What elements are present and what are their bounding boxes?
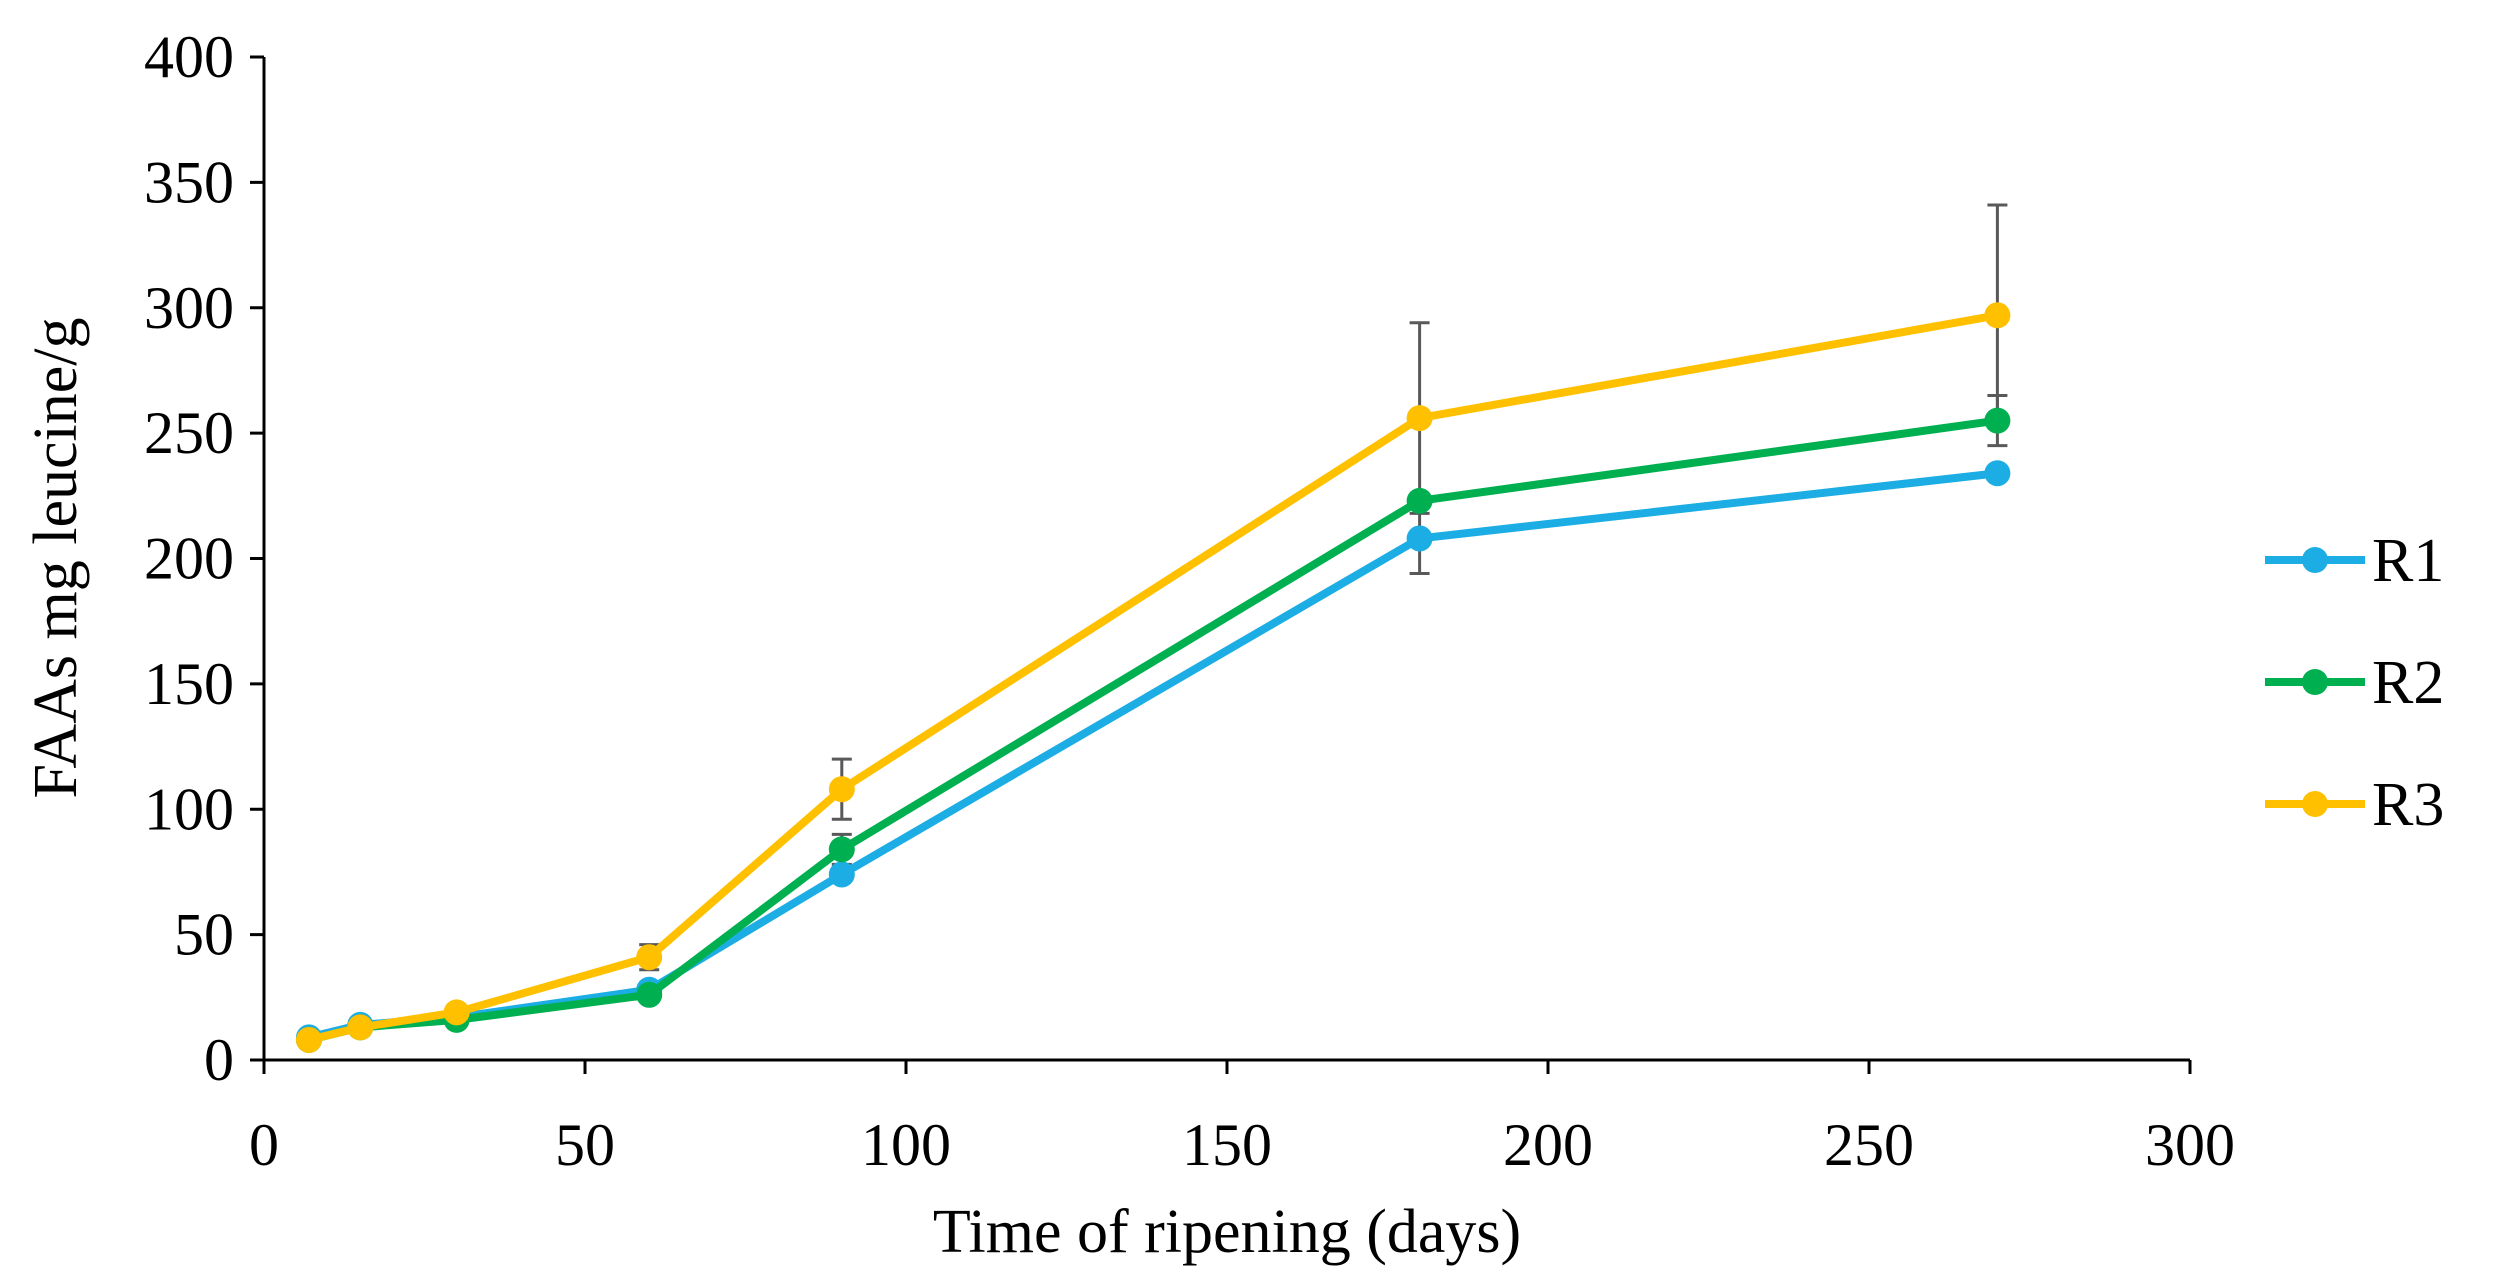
series-layer (295, 203, 2011, 1053)
y-tick-label: 250 (144, 400, 234, 466)
data-point (828, 836, 855, 863)
data-point (1406, 487, 1433, 514)
legend-label: R1 (2372, 527, 2444, 595)
series-r3 (295, 302, 2011, 1053)
data-point (1984, 407, 2011, 434)
series-line (307, 469, 1998, 1042)
y-tick-label: 400 (144, 24, 234, 90)
data-point (636, 944, 663, 971)
x-ticks: 0 50 100 150 200 250 300 (249, 1060, 2235, 1178)
data-point (347, 1014, 374, 1041)
x-tick-label: 200 (1503, 1112, 1593, 1178)
y-tick-label: 100 (144, 776, 234, 842)
legend-label: R2 (2372, 649, 2444, 717)
data-point (636, 981, 663, 1008)
data-point (443, 999, 470, 1026)
x-tick-label: 300 (2145, 1112, 2235, 1178)
y-axis-title: FAAs mg leucine/g (22, 317, 90, 798)
x-tick-label: 150 (1182, 1112, 1272, 1178)
legend-marker (2302, 669, 2328, 695)
data-point (828, 776, 855, 803)
y-tick-label: 300 (144, 275, 234, 341)
x-axis-title: Time of ripening (days) (933, 1198, 1521, 1266)
series-line (307, 311, 1999, 1044)
y-tick-label: 350 (144, 149, 234, 215)
x-tick-label: 50 (555, 1112, 615, 1178)
legend-item-r2: R2 (2265, 649, 2444, 717)
y-tick-label: 50 (174, 902, 234, 968)
y-tick-label: 0 (204, 1027, 234, 1093)
y-tick-label: 150 (144, 651, 234, 717)
data-point (828, 861, 855, 888)
legend-label: R3 (2372, 771, 2444, 839)
axes (262, 57, 2190, 1062)
legend: R1 R2 R3 (2265, 527, 2444, 839)
y-ticks: 0 50 100 150 200 250 300 350 400 (144, 24, 264, 1093)
legend-marker (2302, 547, 2328, 573)
data-point (295, 1026, 322, 1053)
series-line (307, 416, 1998, 1044)
y-tick-label: 200 (144, 526, 234, 592)
legend-item-r3: R3 (2265, 771, 2444, 839)
x-tick-label: 250 (1824, 1112, 1914, 1178)
data-point (1984, 302, 2011, 329)
x-tick-label: 0 (249, 1112, 279, 1178)
data-point (1406, 525, 1433, 552)
data-point (1406, 405, 1433, 432)
data-point (1984, 460, 2011, 487)
x-tick-label: 100 (861, 1112, 951, 1178)
series-r1 (295, 460, 2011, 1051)
legend-marker (2302, 791, 2328, 817)
legend-item-r1: R1 (2265, 527, 2444, 595)
